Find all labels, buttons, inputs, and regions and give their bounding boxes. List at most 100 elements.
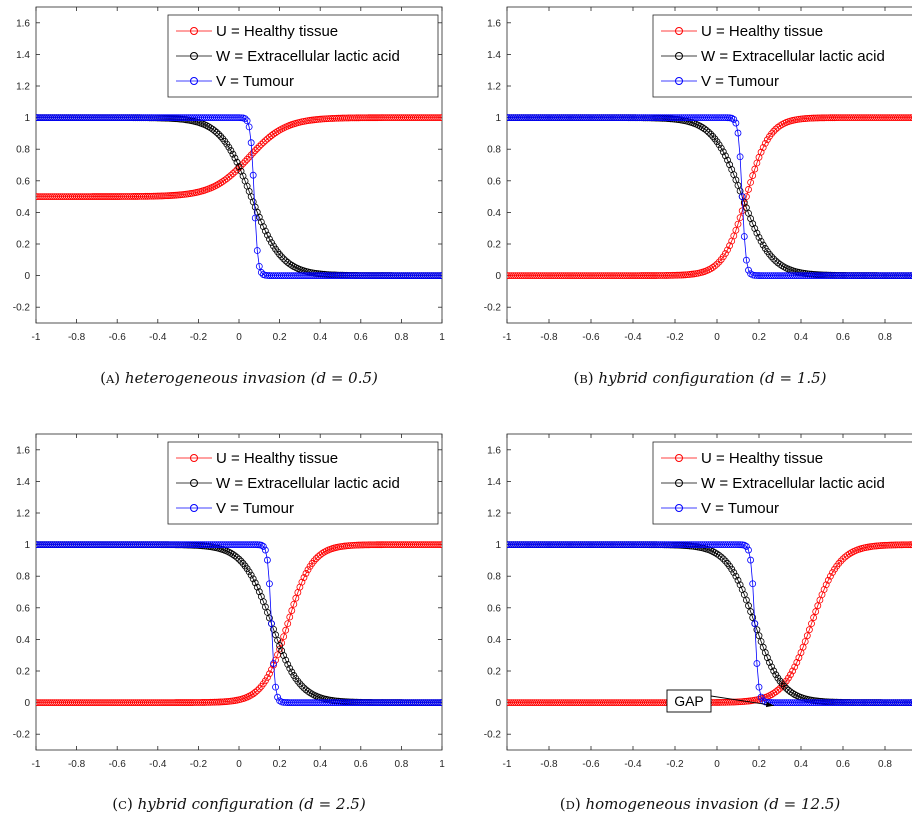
data-point: [259, 223, 267, 231]
panel-a: -1 -0.8 -0.6 -0.4 -0.2 0 0.2 0.4 0.6 0.8 1 -0.2 0 0.2…: [13, 6, 445, 387]
data-point: [255, 685, 263, 693]
x-tick-label: 0: [714, 332, 720, 343]
y-tick-label: 0.2: [487, 667, 501, 678]
x-tick-label: 0.2: [752, 759, 766, 770]
data-point: [722, 250, 729, 257]
legend-label: U = Healthy tissue: [701, 23, 823, 40]
data-point: [908, 114, 912, 121]
x-tick-label: -1: [32, 332, 41, 343]
data-point: [812, 608, 820, 615]
data-point: [722, 152, 729, 160]
data-point: [911, 542, 912, 548]
data-point: [231, 552, 239, 560]
data-point: [235, 163, 243, 170]
y-tick-label: 1.2: [16, 509, 30, 520]
data-point: [747, 697, 754, 705]
y-tick-label: 0.6: [487, 176, 501, 187]
data-area: [36, 541, 442, 706]
data-point: [757, 237, 765, 245]
panel-caption-title: hybrid configuration: [598, 369, 754, 387]
data-point: [705, 128, 712, 136]
data-point: [241, 158, 249, 165]
data-point: [745, 186, 752, 193]
data-point: [434, 541, 442, 548]
data-point: [225, 173, 233, 181]
data-point: [749, 614, 757, 621]
data-point: [724, 246, 731, 254]
x-tick-label: -0.8: [540, 759, 558, 770]
x-tick-label: 0: [236, 759, 242, 770]
legend-swatch-marker: [190, 77, 198, 85]
data-point: [304, 566, 312, 574]
y-tick-label: 1.4: [487, 50, 501, 61]
data-point: [709, 264, 717, 271]
x-tick-label: -0.2: [666, 332, 684, 343]
data-point: [264, 556, 271, 564]
data-point: [732, 226, 740, 234]
data-point: [312, 555, 320, 562]
data-point: [726, 242, 733, 250]
data-point: [761, 139, 769, 147]
x-tick-label: 0.4: [313, 332, 327, 343]
data-point: [292, 594, 300, 602]
data-point: [770, 127, 778, 135]
y-tick-label: 0.8: [16, 572, 30, 583]
legend-swatch-marker: [190, 27, 198, 35]
series-u: [36, 114, 442, 201]
data-area: [507, 541, 912, 706]
data-point: [257, 541, 265, 549]
data-point: [801, 638, 809, 645]
data-point: [318, 549, 326, 557]
data-point: [284, 620, 292, 627]
legend: U = Healthy tissue W = Extracellular lact…: [652, 14, 912, 98]
data-point: [803, 632, 811, 640]
data-point: [286, 664, 294, 672]
data-point: [268, 620, 275, 627]
data-point: [787, 671, 794, 679]
series-v: [36, 541, 442, 706]
data-point: [734, 576, 742, 584]
data-point: [671, 115, 679, 123]
panel-caption: (C) hybrid configuration (d = 2.5): [112, 795, 366, 813]
data-point: [227, 171, 235, 179]
data-point: [215, 130, 223, 138]
data-point: [827, 572, 834, 580]
data-point: [768, 253, 775, 261]
data-point: [734, 220, 742, 228]
data-point: [906, 272, 912, 279]
x-tick-label: 0.8: [394, 759, 408, 770]
data-area: [36, 114, 442, 280]
data-point: [780, 682, 788, 690]
y-tick-label: 0.8: [16, 145, 30, 156]
data-point: [272, 683, 279, 691]
data-point: [266, 235, 273, 243]
data-point: [808, 620, 815, 627]
data-point: [772, 671, 780, 679]
panel-caption-param: (d = 2.5): [298, 795, 365, 813]
data-point: [243, 155, 251, 163]
data-point: [835, 560, 843, 567]
data-point: [906, 114, 912, 121]
data-point: [732, 572, 740, 580]
data-point: [249, 575, 257, 583]
data-point: [837, 557, 845, 565]
data-point: [810, 614, 817, 621]
x-tick-label: 1: [439, 332, 445, 343]
data-point: [701, 125, 708, 133]
y-tick-label: 0.2: [487, 240, 501, 251]
data-point: [753, 626, 761, 634]
data-point: [290, 600, 298, 608]
y-tick-label: 0.4: [16, 635, 30, 646]
y-tick-label: -0.2: [13, 730, 31, 741]
data-point: [911, 700, 912, 706]
data-point: [824, 576, 832, 584]
data-point: [745, 546, 752, 554]
y-tick-label: 0.4: [487, 635, 501, 646]
data-point: [715, 258, 723, 266]
data-point: [753, 229, 761, 237]
data-point: [719, 555, 727, 563]
data-point: [255, 213, 263, 221]
y-tick-label: 1.4: [16, 50, 30, 61]
data-point: [436, 272, 442, 279]
data-point: [268, 239, 275, 247]
